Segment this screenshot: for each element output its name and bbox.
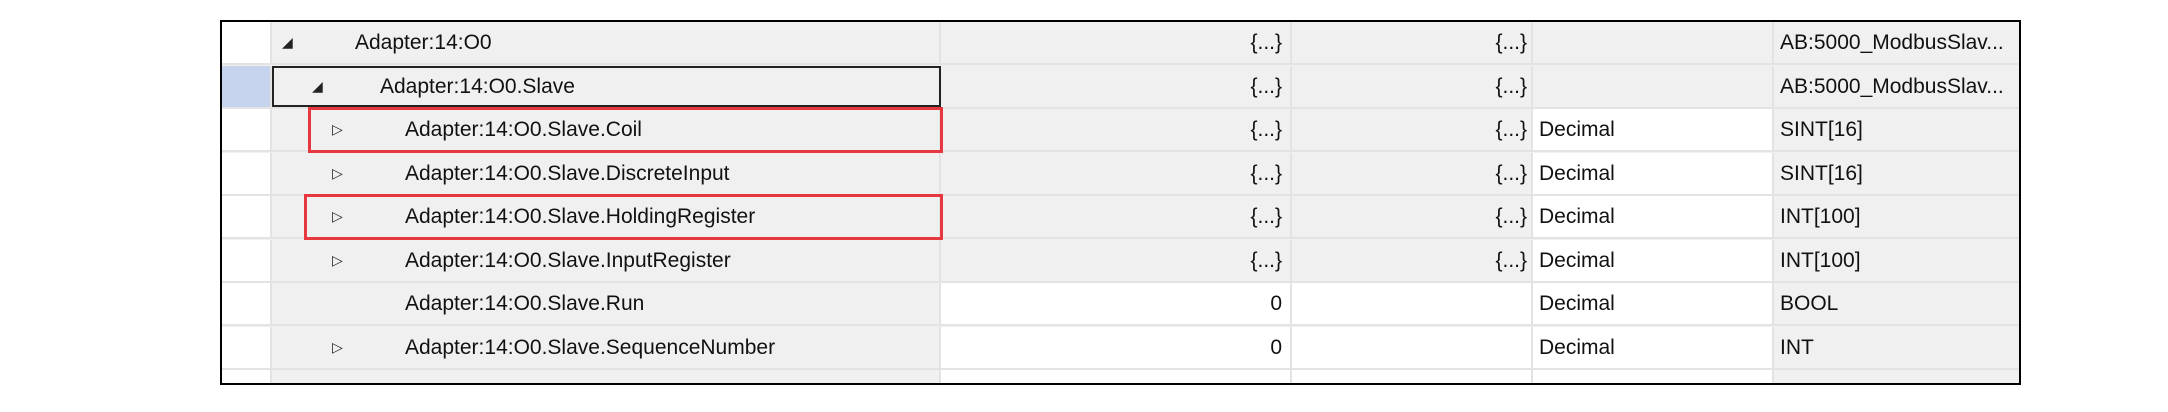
tag-row[interactable]: ◢ Adapter:14:O0.Slave {...} {...} AB:500… bbox=[222, 65, 2019, 109]
tag-name: Adapter:14:O0.Slave.Coil bbox=[405, 118, 642, 141]
tag-name-cell[interactable]: ▷ Adapter:14:O0.Slave.InputRegister bbox=[272, 239, 941, 281]
style-cell[interactable] bbox=[1533, 22, 1774, 63]
style-cell[interactable]: Decimal bbox=[1533, 239, 1774, 281]
style-cell[interactable]: Decimal bbox=[1533, 152, 1774, 194]
tag-name-cell[interactable]: ◢ Adapter:14:O0 bbox=[272, 22, 941, 63]
style-cell[interactable]: Decimal bbox=[1533, 109, 1774, 150]
tag-name: Adapter:14:O0.Slave bbox=[380, 74, 575, 98]
force-mask-cell[interactable] bbox=[1292, 283, 1533, 324]
value-cell[interactable]: {...} bbox=[941, 109, 1292, 150]
tag-row[interactable]: Adapter:14:O0.Slave.Run 0 Decimal BOOL bbox=[222, 283, 2019, 326]
data-type-cell: INT[100] bbox=[1774, 239, 2019, 281]
tag-row[interactable]: ▷ Adapter:14:O0.Slave.Coil {...} {...} D… bbox=[222, 109, 2019, 152]
collapsed-triangle-icon[interactable]: ▷ bbox=[332, 251, 343, 268]
data-type-cell: INT[100] bbox=[1774, 196, 2019, 237]
row-header[interactable] bbox=[222, 196, 272, 237]
value-cell[interactable]: {...} bbox=[941, 239, 1292, 281]
value-cell[interactable]: {...} bbox=[941, 196, 1292, 237]
row-header[interactable] bbox=[222, 109, 272, 150]
style-cell[interactable]: Decimal bbox=[1533, 196, 1774, 237]
data-type-cell: INT bbox=[1774, 326, 2019, 368]
force-mask-cell[interactable] bbox=[1292, 326, 1533, 368]
tag-name-cell[interactable]: ▷ Adapter:14:O0.Slave.DiscreteInput bbox=[272, 152, 941, 194]
value-cell[interactable]: 0 bbox=[941, 283, 1292, 324]
collapsed-triangle-icon[interactable]: ▷ bbox=[332, 121, 343, 137]
style-cell[interactable]: Decimal bbox=[1533, 283, 1774, 324]
data-type-cell: BOOL bbox=[1774, 283, 2019, 324]
tag-name: Adapter:14:O0.Slave.InputRegister bbox=[405, 248, 731, 272]
row-header[interactable] bbox=[222, 22, 272, 63]
tag-name: Adapter:14:O0.Slave.DiscreteInput bbox=[405, 161, 730, 185]
force-mask-cell[interactable]: {...} bbox=[1292, 152, 1533, 194]
row-header[interactable] bbox=[222, 239, 272, 281]
row-header[interactable] bbox=[222, 152, 272, 194]
collapsed-triangle-icon[interactable]: ▷ bbox=[332, 338, 343, 355]
tag-name: Adapter:14:O0 bbox=[355, 31, 492, 54]
tag-row[interactable]: ◢ Adapter:14:O0 {...} {...} AB:5000_Modb… bbox=[222, 22, 2019, 65]
style-cell[interactable] bbox=[1533, 65, 1774, 107]
value-cell[interactable]: {...} bbox=[941, 65, 1292, 107]
tag-name-cell[interactable]: ◢ Adapter:14:O0.Slave bbox=[272, 65, 941, 107]
value-cell[interactable]: {...} bbox=[941, 22, 1292, 63]
expanded-triangle-icon[interactable]: ◢ bbox=[282, 34, 293, 50]
tag-name: Adapter:14:O0.Slave.SequenceNumber bbox=[405, 335, 776, 359]
force-mask-cell[interactable]: {...} bbox=[1292, 109, 1533, 150]
expanded-triangle-icon[interactable]: ◢ bbox=[312, 77, 323, 94]
tag-row[interactable]: ▷ Adapter:14:O0.Slave.DiscreteInput {...… bbox=[222, 152, 2019, 196]
tag-row[interactable]: ▷ Adapter:14:O0.Slave.SequenceNumber 0 D… bbox=[222, 326, 2019, 370]
row-header[interactable] bbox=[222, 326, 272, 368]
tag-row[interactable]: ▷ Adapter:14:O0.Slave.InputRegister {...… bbox=[222, 239, 2019, 283]
tag-name-cell[interactable]: Adapter:14:O0.Slave.Run bbox=[272, 283, 941, 324]
collapsed-triangle-icon[interactable]: ▷ bbox=[332, 208, 343, 224]
tag-name-cell[interactable]: ▷ Adapter:14:O0.Slave.Coil bbox=[272, 109, 941, 150]
row-header[interactable] bbox=[222, 65, 272, 107]
value-cell[interactable]: {...} bbox=[941, 152, 1292, 194]
row-header[interactable] bbox=[222, 283, 272, 324]
tag-name: Adapter:14:O0.Slave.Run bbox=[405, 292, 645, 315]
force-mask-cell[interactable]: {...} bbox=[1292, 196, 1533, 237]
data-type-cell: AB:5000_ModbusSlav... bbox=[1774, 65, 2019, 107]
force-mask-cell[interactable]: {...} bbox=[1292, 22, 1533, 63]
collapsed-triangle-icon[interactable]: ▷ bbox=[332, 164, 343, 181]
data-type-cell: SINT[16] bbox=[1774, 109, 2019, 150]
tag-row[interactable]: ▷ Adapter:14:O0.Slave.HoldingRegister {.… bbox=[222, 196, 2019, 239]
force-mask-cell[interactable]: {...} bbox=[1292, 239, 1533, 281]
tag-name-cell[interactable]: ▷ Adapter:14:O0.Slave.HoldingRegister bbox=[272, 196, 941, 237]
partial-row bbox=[222, 370, 2019, 383]
tag-name-cell[interactable]: ▷ Adapter:14:O0.Slave.SequenceNumber bbox=[272, 326, 941, 368]
tag-grid: ◢ Adapter:14:O0 {...} {...} AB:5000_Modb… bbox=[220, 20, 2021, 385]
tag-name: Adapter:14:O0.Slave.HoldingRegister bbox=[405, 205, 756, 228]
value-cell[interactable]: 0 bbox=[941, 326, 1292, 368]
style-cell[interactable]: Decimal bbox=[1533, 326, 1774, 368]
data-type-cell: SINT[16] bbox=[1774, 152, 2019, 194]
force-mask-cell[interactable]: {...} bbox=[1292, 65, 1533, 107]
data-type-cell: AB:5000_ModbusSlav... bbox=[1774, 22, 2019, 63]
